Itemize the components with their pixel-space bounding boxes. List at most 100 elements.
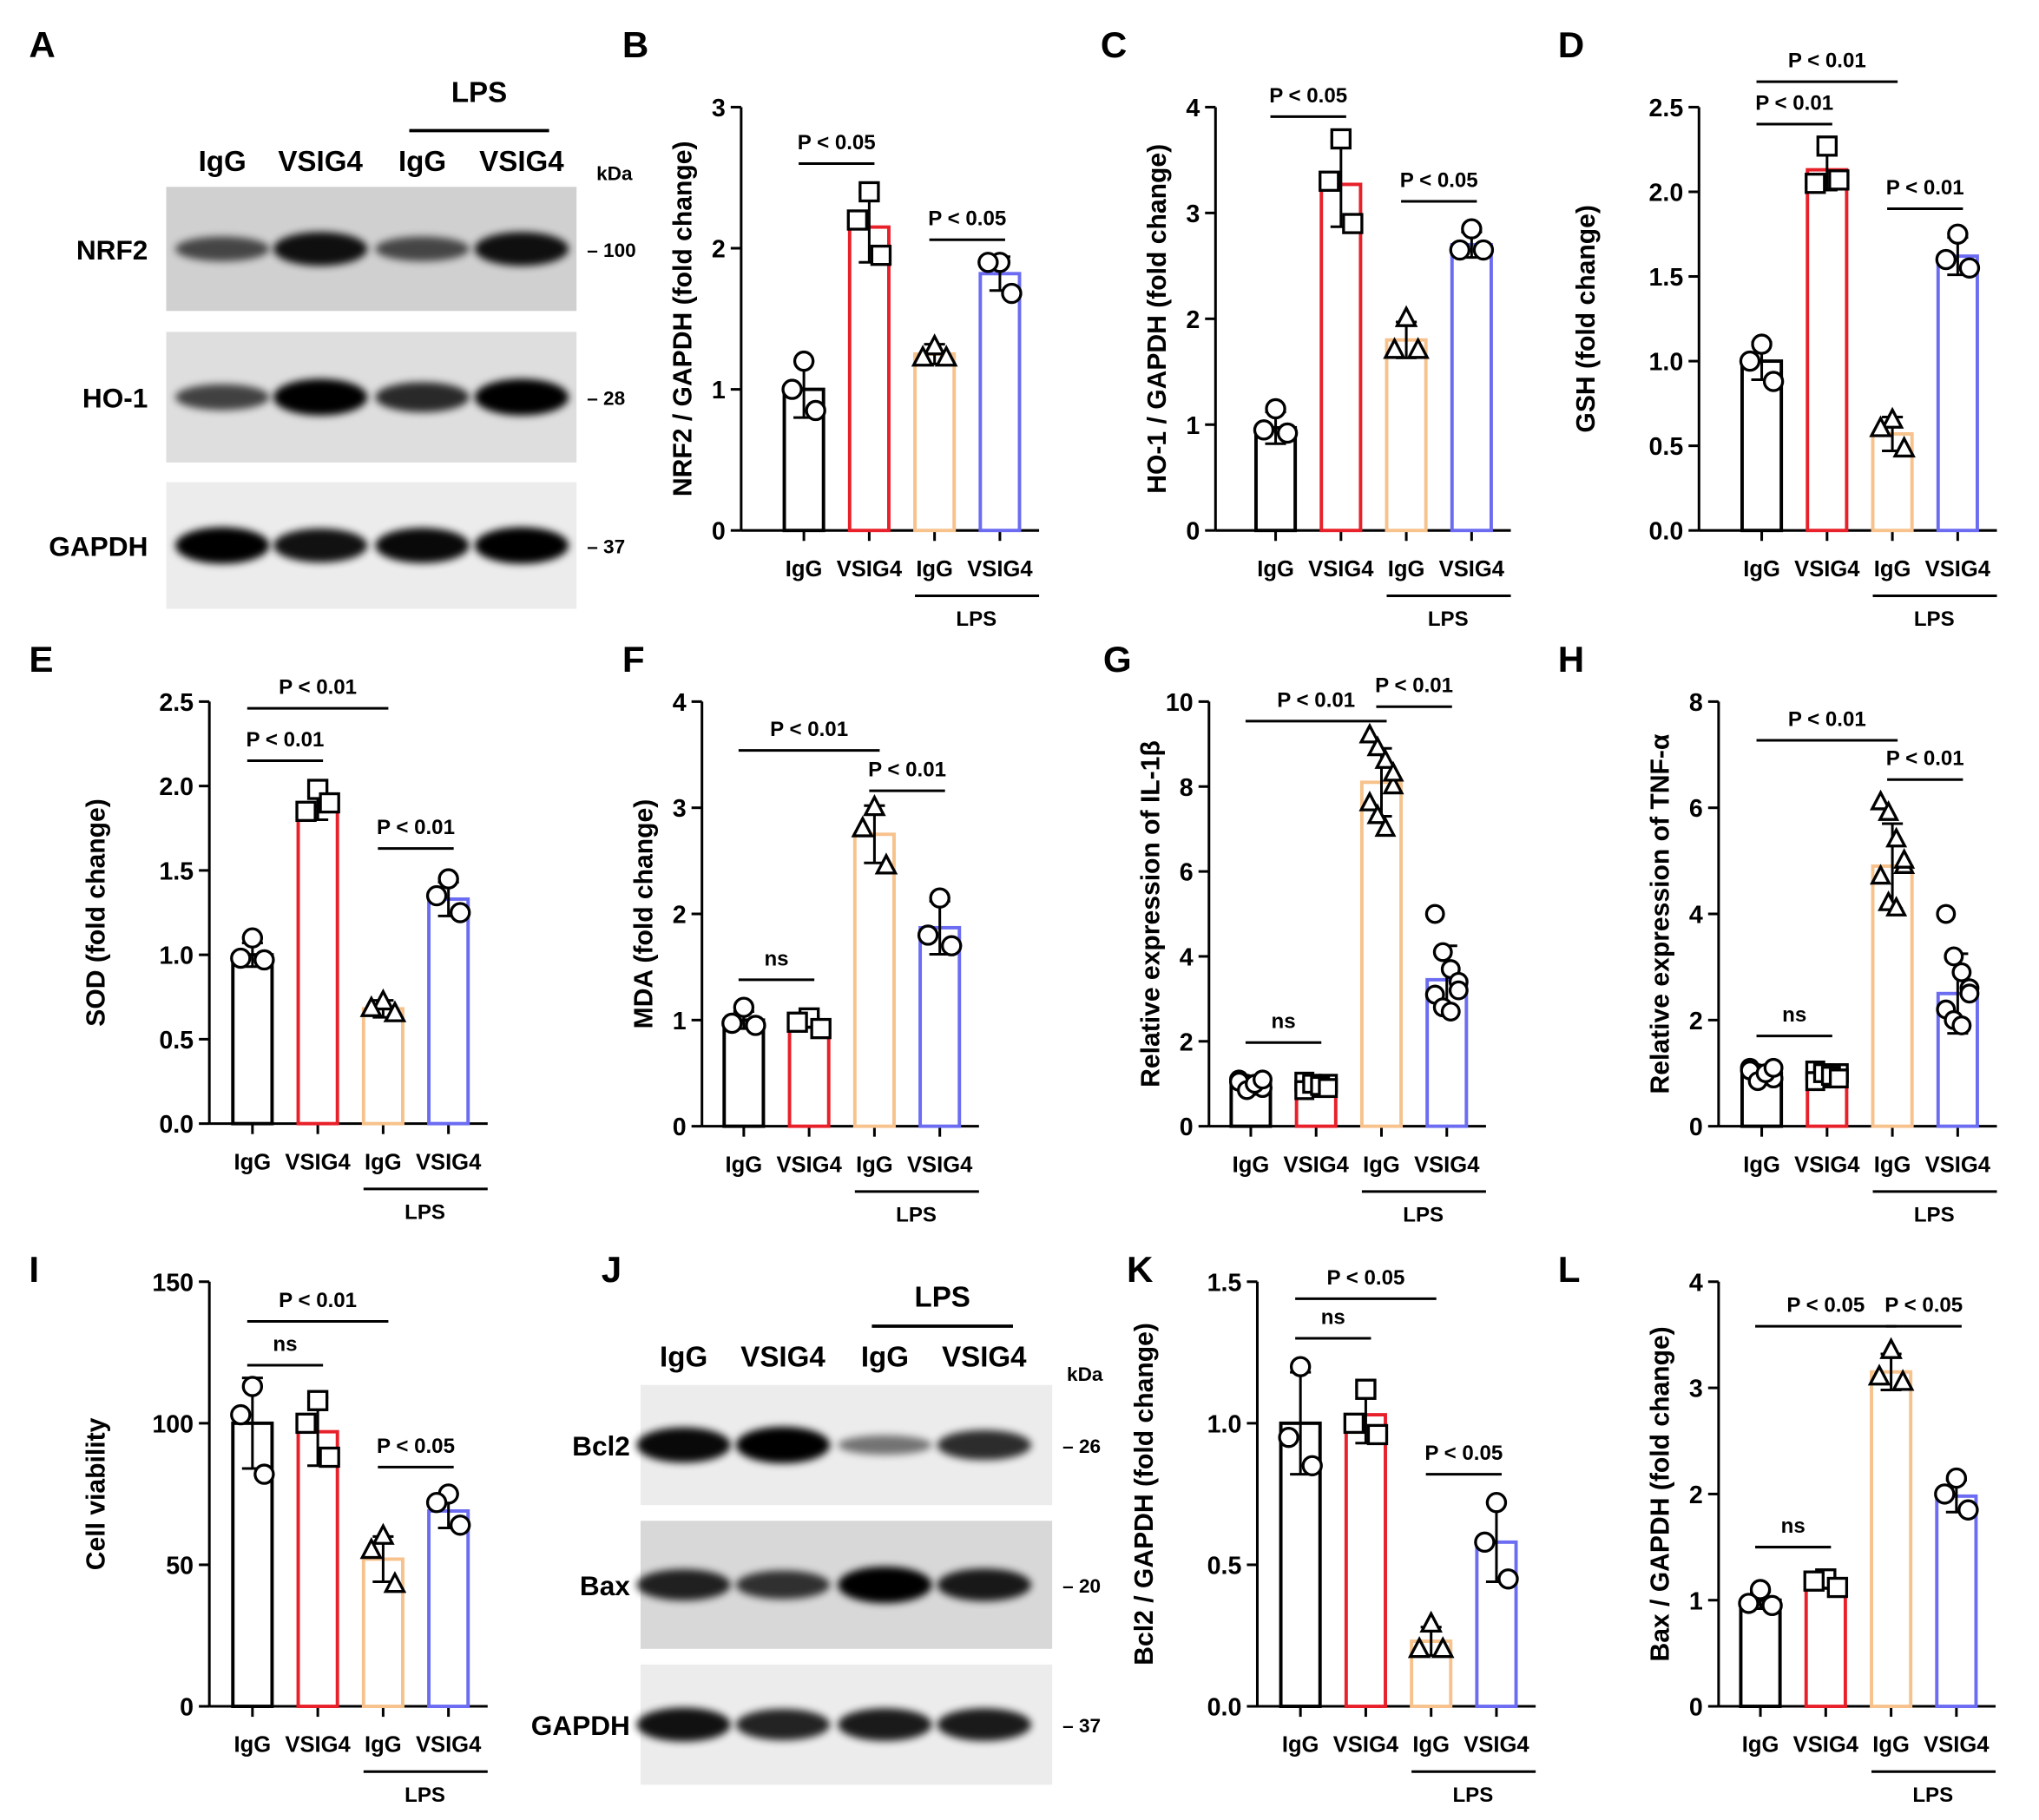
data-point bbox=[1289, 1356, 1312, 1377]
chart-L: 0 1 2 3 4 Bax / GAPDH (fold change) IgG VSIG4 Ig… bbox=[1647, 1269, 1996, 1807]
x-tick-label: VSIG4 bbox=[1925, 557, 1991, 581]
blot-row-bax: Bax – 20 bbox=[580, 1521, 1101, 1649]
bar bbox=[1359, 780, 1404, 1128]
bar bbox=[1739, 1598, 1782, 1708]
data-point bbox=[1739, 350, 1761, 372]
lane-label: IgG bbox=[660, 1342, 707, 1374]
lps-label: LPS bbox=[1452, 1784, 1493, 1807]
protein-band bbox=[838, 1566, 932, 1604]
protein-band bbox=[273, 232, 368, 266]
y-axis-label: SOD (fold change) bbox=[82, 798, 111, 1026]
y-tick-label: 1.5 bbox=[1207, 1269, 1242, 1297]
y-tick-label: 3 bbox=[1689, 1376, 1703, 1403]
y-tick-label: 6 bbox=[1180, 859, 1194, 887]
x-tick-label: VSIG4 bbox=[416, 1733, 482, 1758]
x-tick-label: VSIG4 bbox=[285, 1733, 351, 1758]
protein-label: Bcl2 bbox=[572, 1430, 630, 1462]
data-point bbox=[425, 1491, 448, 1514]
data-point bbox=[1751, 333, 1773, 355]
bar bbox=[427, 1509, 470, 1708]
data-point bbox=[1330, 128, 1352, 150]
y-tick-label: 0 bbox=[673, 1114, 687, 1141]
panel-label-G: G bbox=[1103, 639, 1132, 680]
data-point bbox=[1885, 826, 1908, 848]
data-point bbox=[1001, 282, 1023, 305]
x-tick-label: VSIG4 bbox=[1925, 1153, 1991, 1177]
panel-label-C: C bbox=[1101, 24, 1127, 65]
x-tick-label: IgG bbox=[786, 557, 823, 581]
x-tick-label: IgG bbox=[1363, 1153, 1400, 1177]
protein-band bbox=[735, 1709, 831, 1741]
data-point bbox=[1869, 415, 1892, 437]
data-point bbox=[1374, 816, 1397, 838]
data-point bbox=[1870, 789, 1892, 811]
bar bbox=[913, 352, 957, 533]
protein-band bbox=[375, 382, 470, 412]
data-point bbox=[733, 996, 755, 1018]
x-tick-label: VSIG4 bbox=[776, 1153, 842, 1177]
data-point bbox=[1891, 1369, 1915, 1391]
bar bbox=[1385, 338, 1428, 533]
x-tick-label: IgG bbox=[1743, 557, 1780, 581]
data-point bbox=[1878, 800, 1900, 821]
protein-band bbox=[175, 236, 270, 262]
bar bbox=[1344, 1413, 1387, 1708]
data-point bbox=[1318, 1078, 1339, 1099]
y-tick-label: 4 bbox=[1689, 1269, 1703, 1297]
lps-label: LPS bbox=[1403, 1204, 1444, 1227]
protein-band bbox=[937, 1429, 1032, 1461]
bar-group-lps-igg bbox=[359, 988, 407, 1126]
blot-row-gapdh: GAPDH – 37 bbox=[531, 1664, 1101, 1785]
panel-label-K: K bbox=[1127, 1249, 1154, 1290]
bar bbox=[296, 805, 339, 1126]
x-tick-label: IgG bbox=[856, 1153, 893, 1177]
data-point bbox=[1892, 435, 1916, 458]
x-tick-label: VSIG4 bbox=[1284, 1153, 1350, 1177]
significance-label: P < 0.05 bbox=[1326, 1266, 1404, 1290]
y-tick-label: 1.0 bbox=[1207, 1410, 1242, 1438]
data-point bbox=[934, 345, 958, 367]
y-tick-label: 2 bbox=[1689, 1008, 1703, 1035]
x-tick-label: IgG bbox=[1233, 1153, 1270, 1177]
data-point bbox=[1867, 1363, 1891, 1386]
blot-row-ho-1: HO-1 – 28 bbox=[82, 332, 625, 463]
data-point bbox=[1382, 773, 1404, 795]
y-tick-label: 1.5 bbox=[1648, 264, 1683, 292]
x-tick-label: VSIG4 bbox=[1414, 1153, 1480, 1177]
significance-label: P < 0.01 bbox=[1277, 688, 1355, 712]
x-tick-label: IgG bbox=[916, 557, 953, 581]
chart-C: 0 1 2 3 4 HO-1 / GAPDH (fold change) IgG VSIG4 I… bbox=[1143, 84, 1511, 631]
significance-label: ns bbox=[1782, 1003, 1806, 1027]
y-axis-label: MDA (fold change) bbox=[629, 799, 658, 1029]
chart-D: 0.0 0.5 1.0 1.5 2.0 2.5 GSH (fold change) IgG VS… bbox=[1572, 49, 1997, 631]
protein-band bbox=[273, 528, 368, 563]
lane-label: IgG bbox=[861, 1342, 909, 1374]
data-point bbox=[1738, 1593, 1759, 1614]
bar-group-igg bbox=[1739, 333, 1785, 533]
bar-group-lps-vsig4 bbox=[425, 868, 471, 1126]
panel-label-A: A bbox=[29, 24, 55, 65]
data-point bbox=[1947, 223, 1969, 245]
y-tick-label: 2.5 bbox=[159, 689, 194, 717]
data-point bbox=[929, 887, 950, 909]
y-tick-label: 1 bbox=[1186, 412, 1200, 440]
data-point bbox=[1945, 1467, 1968, 1489]
blot-row-nrf2: NRF2 – 100 bbox=[76, 187, 636, 312]
bar-group-igg bbox=[1253, 398, 1299, 533]
lps-label: LPS bbox=[405, 1784, 445, 1807]
data-point bbox=[306, 1390, 329, 1411]
x-tick-label: VSIG4 bbox=[1794, 557, 1860, 581]
bar-group-vsig4 bbox=[295, 1390, 340, 1708]
significance-label: P < 0.05 bbox=[1269, 84, 1347, 108]
bar-group-igg bbox=[1228, 1069, 1273, 1128]
data-point bbox=[253, 1463, 275, 1485]
x-tick-label: VSIG4 bbox=[967, 557, 1033, 581]
significance-label: ns bbox=[764, 947, 788, 970]
data-point bbox=[1366, 803, 1389, 825]
data-point bbox=[1951, 1015, 1972, 1035]
bar-group-igg bbox=[1740, 1057, 1784, 1128]
data-point bbox=[241, 927, 264, 949]
y-tick-label: 2.0 bbox=[1648, 180, 1683, 207]
protein-band bbox=[375, 528, 470, 563]
data-point bbox=[1497, 1568, 1519, 1590]
